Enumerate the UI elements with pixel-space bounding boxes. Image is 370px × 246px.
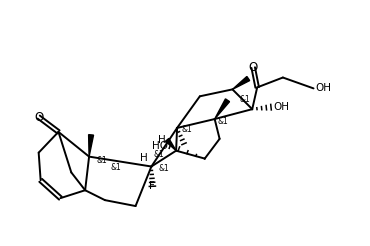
Text: H: H <box>139 153 147 163</box>
Text: &1: &1 <box>181 125 192 134</box>
Polygon shape <box>232 77 250 89</box>
Text: &1: &1 <box>153 150 164 159</box>
Text: OH: OH <box>273 102 289 112</box>
Text: F: F <box>149 181 155 191</box>
Text: &1: &1 <box>111 163 122 172</box>
Text: HO: HO <box>152 141 168 151</box>
Text: O: O <box>249 61 258 74</box>
Text: &1: &1 <box>158 164 169 173</box>
Polygon shape <box>88 135 94 157</box>
Polygon shape <box>215 99 229 119</box>
Text: &1: &1 <box>218 117 228 125</box>
Text: &1: &1 <box>239 95 250 104</box>
Text: &1: &1 <box>96 156 107 165</box>
Text: O: O <box>34 110 43 123</box>
Text: H: H <box>158 135 166 145</box>
Polygon shape <box>165 138 176 151</box>
Text: OH: OH <box>316 83 332 93</box>
